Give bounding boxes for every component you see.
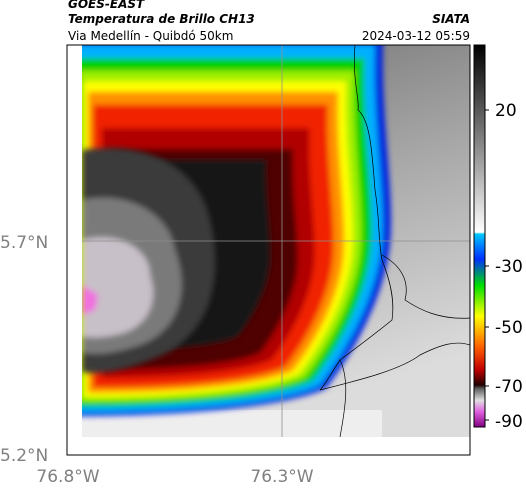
lon-label: 76.8°W <box>36 467 99 487</box>
satellite: GOES-EAST <box>68 0 145 11</box>
lon-label: 76.3°W <box>250 467 313 487</box>
map <box>82 45 470 437</box>
product-title: Temperatura de Brillo CH13 <box>68 12 255 26</box>
lat-label: 5.2°N <box>0 446 48 466</box>
source: SIATA <box>432 12 470 26</box>
colorbar-ticks <box>485 109 489 421</box>
lat-label: 5.7°N <box>0 233 48 253</box>
region: Via Medellín - Quibdó 50km <box>68 29 233 43</box>
colorbar-label: -90 <box>495 412 523 432</box>
colorbar-label: -70 <box>495 377 523 397</box>
timestamp: 2024-03-12 05:59 <box>362 29 470 43</box>
colorbar-label: -50 <box>495 318 523 338</box>
colorbar-label: -30 <box>495 257 523 277</box>
colorbar <box>473 44 486 428</box>
map-frame <box>66 44 471 456</box>
colorbar-label: 20 <box>495 101 517 121</box>
